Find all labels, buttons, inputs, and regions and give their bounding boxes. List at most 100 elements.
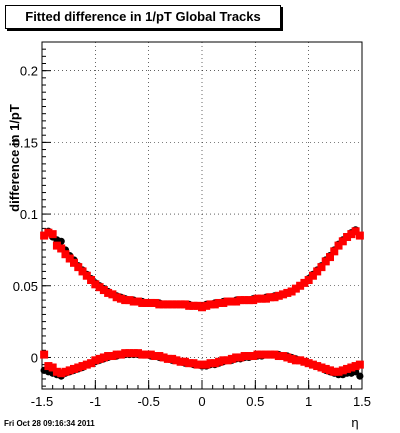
x-tick-label: -1.5 bbox=[31, 394, 53, 409]
lower-red-point bbox=[44, 362, 53, 371]
lower-red-point bbox=[330, 367, 339, 376]
upper-red-point bbox=[108, 290, 117, 299]
grid-lines bbox=[41, 42, 363, 389]
lower-red-point bbox=[112, 350, 121, 359]
upper-red-point bbox=[116, 294, 125, 303]
upper-red-point bbox=[313, 267, 322, 276]
upper-red-point bbox=[125, 296, 134, 305]
lower-red-point bbox=[129, 349, 138, 358]
lower-red-point bbox=[210, 359, 219, 368]
upper-red-point bbox=[121, 296, 130, 305]
upper-red-point bbox=[343, 233, 352, 242]
lower-red-point bbox=[300, 357, 309, 366]
upper-red-point bbox=[138, 298, 147, 307]
axis-ticks bbox=[41, 41, 363, 389]
upper-red-point bbox=[52, 241, 61, 250]
upper-red-point bbox=[176, 300, 185, 309]
upper-red-point bbox=[266, 293, 275, 302]
lower-red-point bbox=[291, 356, 300, 365]
lower-red-point bbox=[206, 359, 215, 368]
lower-red-point bbox=[142, 350, 151, 359]
lower-red-point bbox=[57, 369, 66, 378]
upper-red-point bbox=[57, 244, 66, 253]
lower-red-point bbox=[279, 352, 288, 361]
upper-red-point bbox=[240, 296, 249, 305]
lower-red-point bbox=[355, 360, 364, 369]
lower-red-point bbox=[236, 353, 245, 362]
lower-red-point bbox=[48, 363, 57, 372]
upper-red-point bbox=[142, 298, 151, 307]
x-tick-label: -1 bbox=[90, 394, 102, 409]
lower-red-point bbox=[155, 352, 164, 361]
lower-red-point bbox=[168, 354, 177, 363]
lower-red-point bbox=[104, 352, 113, 361]
y-tick-label: 0.1 bbox=[20, 207, 38, 222]
upper-red-point bbox=[355, 231, 364, 240]
lower-red-point bbox=[232, 353, 241, 362]
upper-red-point bbox=[351, 227, 360, 236]
upper-red-point bbox=[151, 298, 160, 307]
lower-red-point bbox=[296, 356, 305, 365]
upper-red-point bbox=[202, 301, 211, 310]
upper-red-point bbox=[304, 276, 313, 285]
upper-red-point bbox=[155, 300, 164, 309]
upper-red-point bbox=[219, 298, 228, 307]
lower-red-point bbox=[244, 352, 253, 361]
lower-red-point bbox=[219, 356, 228, 365]
lower-red-point bbox=[116, 350, 125, 359]
upper-red-point bbox=[296, 281, 305, 290]
upper-red-point bbox=[321, 257, 330, 266]
lower-red-point bbox=[70, 364, 78, 373]
upper-red-point bbox=[168, 300, 177, 309]
upper-red-point bbox=[244, 296, 253, 305]
lower-red-point bbox=[176, 357, 185, 366]
upper-red-point bbox=[236, 296, 245, 305]
lower-red-point bbox=[253, 350, 262, 359]
lower-red-point bbox=[313, 362, 322, 371]
upper-red-point bbox=[185, 301, 194, 310]
lower-red-point bbox=[326, 366, 334, 375]
upper-red-point bbox=[99, 286, 108, 295]
lower-red-point bbox=[270, 350, 279, 359]
upper-red-point bbox=[347, 230, 356, 239]
lower-red-point bbox=[351, 362, 360, 371]
data-markers bbox=[40, 226, 364, 380]
lower-red-point bbox=[134, 349, 142, 358]
lower-red-point bbox=[262, 350, 270, 359]
upper-red-point bbox=[249, 296, 258, 305]
lower-red-point bbox=[163, 354, 172, 363]
lower-red-point bbox=[189, 359, 198, 368]
lower-red-point bbox=[249, 352, 258, 361]
upper-red-point bbox=[274, 291, 283, 300]
lower-red-point bbox=[82, 360, 91, 369]
timestamp-footer: Fri Oct 28 09:16:34 2011 bbox=[4, 419, 95, 428]
lower-red-point bbox=[287, 354, 296, 363]
lower-red-point bbox=[65, 366, 74, 375]
upper-red-point bbox=[61, 250, 70, 259]
lower-red-point bbox=[227, 354, 236, 363]
lower-red-point bbox=[202, 360, 211, 369]
upper-red-point bbox=[262, 294, 270, 303]
lower-red-point bbox=[308, 360, 317, 369]
upper-red-point bbox=[163, 300, 172, 309]
upper-red-point bbox=[287, 287, 296, 296]
lower-red-point bbox=[121, 349, 130, 358]
lower-red-point bbox=[185, 359, 194, 368]
y-tick-label: 0.05 bbox=[13, 279, 38, 294]
upper-red-point bbox=[279, 290, 288, 299]
lower-red-point bbox=[240, 352, 249, 361]
lower-red-point bbox=[347, 363, 356, 372]
lower-red-point bbox=[215, 357, 224, 366]
lower-red-point bbox=[274, 352, 283, 361]
upper-red-point bbox=[210, 300, 219, 309]
upper-red-point bbox=[334, 241, 343, 250]
lower-red-point bbox=[334, 367, 343, 376]
upper-red-point bbox=[330, 247, 339, 256]
upper-red-point bbox=[232, 297, 241, 306]
lower-red-point bbox=[321, 364, 330, 373]
lower-red-point bbox=[40, 350, 49, 359]
upper-red-point bbox=[257, 294, 266, 303]
chart-title: Fitted difference in 1/pT Global Tracks bbox=[5, 5, 281, 29]
lower-red-point bbox=[257, 350, 266, 359]
